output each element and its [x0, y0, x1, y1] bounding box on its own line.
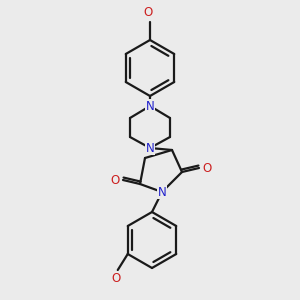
Text: O: O — [202, 161, 211, 175]
Text: O: O — [111, 272, 120, 286]
Text: N: N — [146, 142, 154, 154]
Text: N: N — [158, 185, 166, 199]
Text: O: O — [110, 173, 120, 187]
Text: O: O — [143, 7, 153, 20]
Text: N: N — [146, 100, 154, 112]
